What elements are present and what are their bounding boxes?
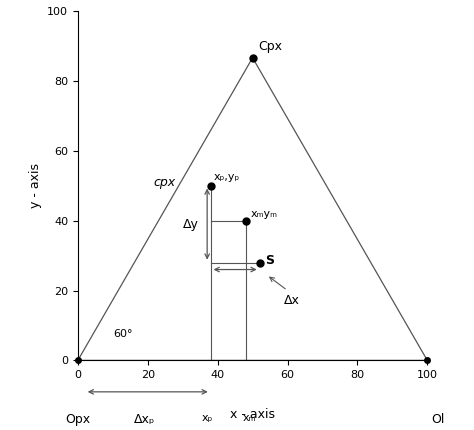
Text: Δy: Δy — [182, 218, 199, 230]
Text: xₚ: xₚ — [201, 413, 213, 423]
Text: xₘyₘ: xₘyₘ — [251, 209, 278, 219]
Text: cpx: cpx — [154, 176, 176, 189]
Text: Δx: Δx — [284, 294, 300, 307]
Text: xₘ: xₘ — [242, 413, 256, 423]
Text: Opx: Opx — [65, 413, 91, 426]
X-axis label: x - axis: x - axis — [230, 408, 275, 421]
Text: Δxₚ: Δxₚ — [134, 413, 155, 426]
Text: 60°: 60° — [114, 329, 133, 339]
Text: Ol: Ol — [431, 413, 444, 426]
Y-axis label: y - axis: y - axis — [28, 163, 42, 208]
Text: S: S — [265, 254, 274, 267]
Text: Cpx: Cpx — [258, 40, 282, 52]
Text: xₚ,yₚ: xₚ,yₚ — [214, 172, 240, 182]
